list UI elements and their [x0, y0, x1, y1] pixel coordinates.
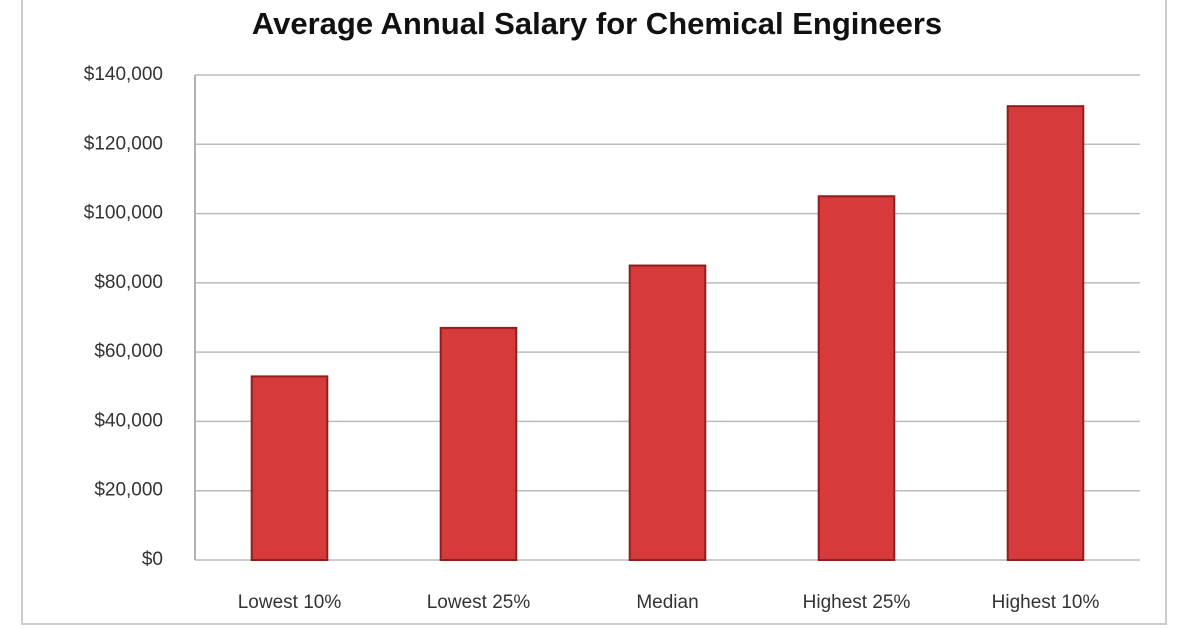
bar: [439, 326, 518, 561]
bar: [628, 264, 707, 561]
chart-frame: [21, 0, 1167, 625]
chart-title: Average Annual Salary for Chemical Engin…: [252, 6, 942, 41]
bar: [250, 375, 329, 561]
x-tick-label: Highest 10%: [992, 592, 1100, 613]
y-tick-label: $120,000: [84, 133, 163, 154]
x-tick-label: Lowest 10%: [238, 592, 342, 613]
y-tick-label: $80,000: [94, 272, 163, 293]
y-tick-label: $140,000: [84, 64, 163, 85]
y-tick-label: $40,000: [94, 410, 163, 431]
x-tick-label: Lowest 25%: [427, 592, 531, 613]
x-tick-label: Highest 25%: [803, 592, 911, 613]
y-tick-label: $100,000: [84, 203, 163, 224]
y-tick-label: $60,000: [94, 341, 163, 362]
bar: [1006, 105, 1085, 562]
x-tick-label: Median: [636, 592, 698, 613]
y-tick-label: $0: [142, 549, 163, 570]
bar: [817, 195, 896, 561]
y-tick-label: $20,000: [94, 480, 163, 501]
